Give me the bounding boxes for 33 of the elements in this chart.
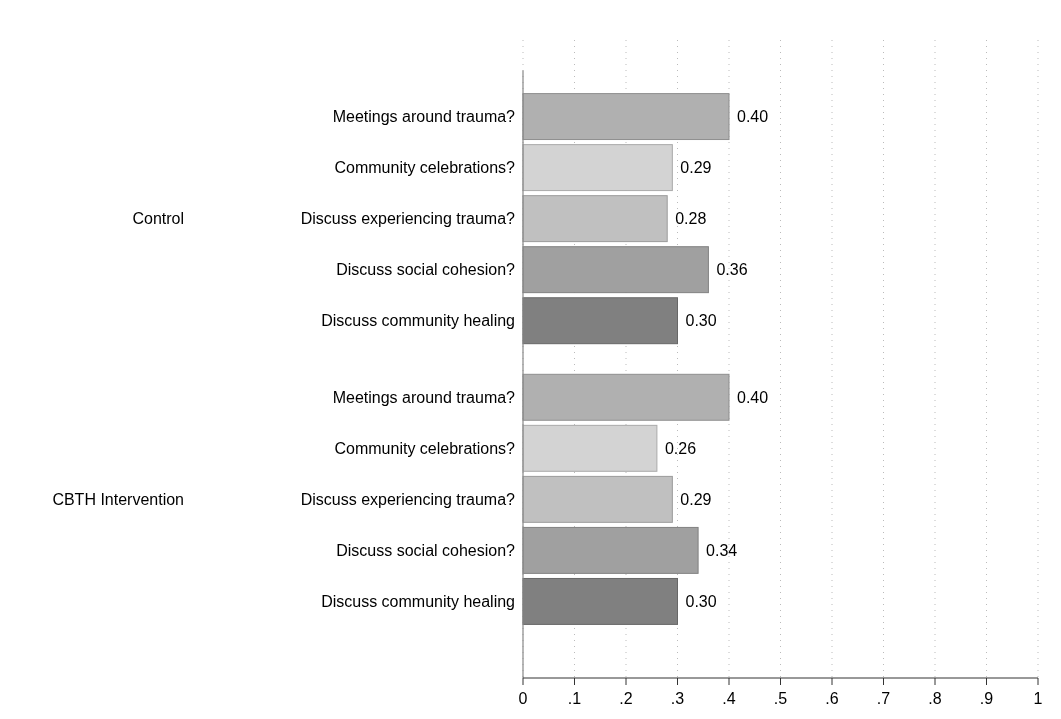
x-tick-label: .5 xyxy=(773,690,788,707)
x-tick-label: .8 xyxy=(928,690,942,707)
y-tick-label: Discuss community healing xyxy=(321,312,515,330)
data-label: 0.34 xyxy=(706,542,738,559)
x-tick-label: 0 xyxy=(518,690,528,707)
data-label: 0.40 xyxy=(737,108,769,126)
data-label: 0.29 xyxy=(680,490,712,508)
x-tick-label: .3 xyxy=(670,690,685,707)
y-tick-label: Community celebrations? xyxy=(334,159,516,177)
data-label: 0.36 xyxy=(716,261,748,279)
data-label: 0.26 xyxy=(664,439,697,457)
y-tick-label: Discuss experiencing trauma? xyxy=(300,490,516,508)
y-tick-label: Discuss experiencing trauma? xyxy=(300,210,516,228)
x-tick-label: .9 xyxy=(979,690,994,707)
y-tick-label: Community celebrations? xyxy=(334,439,516,457)
y-tick-label: Discuss social cohesion? xyxy=(336,542,516,559)
data-label: 0.28 xyxy=(675,210,707,228)
data-label: 0.30 xyxy=(685,312,717,330)
data-label: 0.29 xyxy=(680,159,712,177)
x-tick-label: .2 xyxy=(619,690,633,707)
text: CBTH Intervention xyxy=(52,490,184,508)
x-tick-label: 1 xyxy=(1033,690,1043,707)
x-tick-label: .6 xyxy=(825,690,839,707)
y-tick-label: Discuss community healing xyxy=(321,593,515,611)
x-tick-label: .1 xyxy=(567,690,582,707)
text: Control xyxy=(132,210,184,228)
data-label: 0.40 xyxy=(737,388,769,406)
y-tick-label: Meetings around trauma? xyxy=(332,388,516,406)
x-tick-label: .4 xyxy=(722,690,736,707)
x-tick-label: .7 xyxy=(876,690,891,707)
y-tick-label: Discuss social cohesion? xyxy=(336,261,516,279)
y-tick-label: Meetings around trauma? xyxy=(332,108,516,126)
data-label: 0.30 xyxy=(685,593,717,611)
